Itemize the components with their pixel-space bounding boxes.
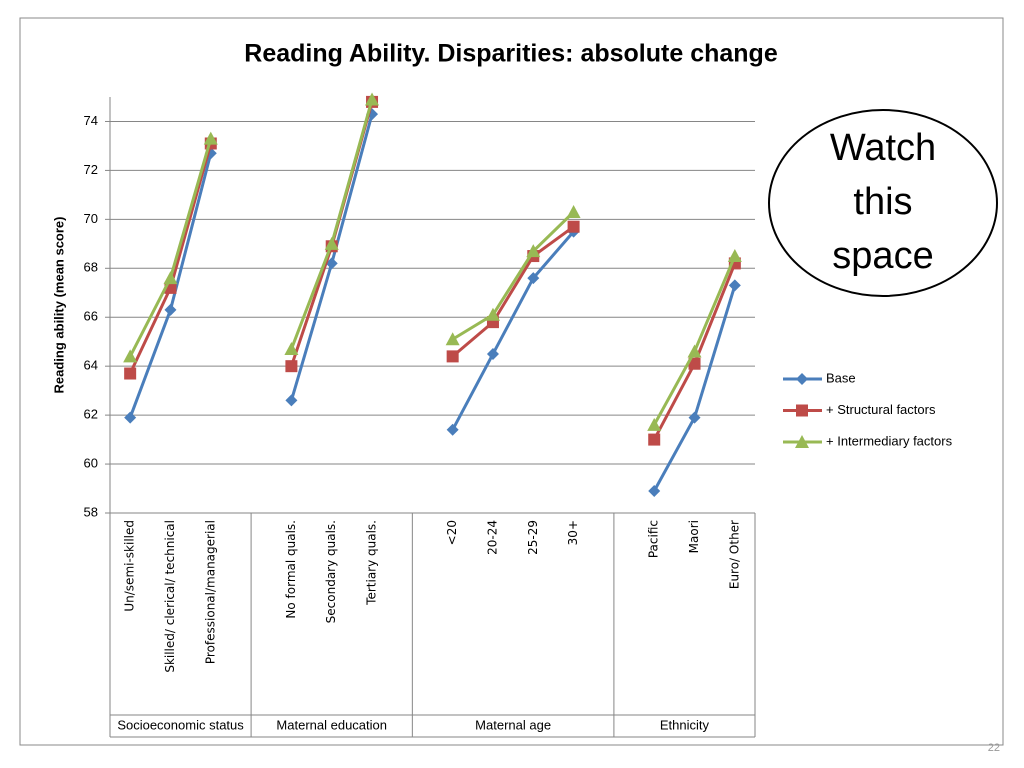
group-label: Maternal education — [276, 717, 387, 732]
data-point — [164, 303, 177, 316]
data-point — [446, 423, 459, 436]
data-point — [567, 220, 580, 233]
data-point — [527, 272, 540, 285]
y-tick-label: 72 — [84, 162, 98, 177]
data-point — [688, 357, 701, 370]
data-point — [727, 249, 742, 263]
x-tick-label: Maori — [687, 520, 701, 553]
data-point — [485, 307, 500, 321]
data-point — [648, 433, 661, 446]
x-tick-label: Euro/ Other — [727, 520, 741, 589]
data-point — [486, 347, 499, 360]
x-tick-label: 25-29 — [526, 520, 540, 555]
y-tick-label: 62 — [84, 407, 98, 422]
data-point — [365, 92, 380, 106]
annotation-ellipse — [768, 109, 998, 297]
y-axis-label: Reading ability (mean score) — [51, 217, 66, 394]
legend-label: + Structural factors — [826, 402, 936, 417]
data-point — [163, 271, 178, 285]
data-point — [445, 332, 460, 346]
x-tick-label: 20-24 — [485, 520, 499, 555]
data-point — [284, 342, 299, 356]
annotation: Watch — [830, 127, 936, 169]
x-tick-label: <20 — [445, 520, 459, 545]
y-tick-label: 66 — [84, 309, 98, 324]
legend-marker — [796, 404, 808, 417]
data-point — [647, 417, 662, 431]
data-point — [728, 279, 741, 292]
x-tick-label: Secondary quals. — [324, 520, 338, 623]
data-point — [203, 131, 218, 145]
annotation: space — [832, 235, 933, 277]
legend-marker — [796, 373, 808, 385]
data-point — [285, 394, 298, 407]
data-point — [124, 367, 137, 380]
y-tick-label: 64 — [84, 358, 98, 373]
page-number: 22 — [988, 742, 1000, 754]
data-point — [324, 236, 339, 250]
legend-label: + Intermediary factors — [826, 433, 953, 448]
data-point — [648, 484, 661, 497]
data-point — [688, 411, 701, 424]
legend-marker — [795, 435, 809, 448]
data-point — [566, 205, 581, 219]
data-point — [285, 360, 298, 373]
chart-title: Reading Ability. Disparities: absolute c… — [244, 40, 778, 68]
x-tick-label: 30+ — [566, 520, 580, 545]
data-point — [123, 349, 138, 363]
x-tick-label: Professional/managerial — [203, 520, 217, 664]
y-tick-label: 60 — [84, 455, 98, 470]
data-point — [446, 350, 459, 363]
x-tick-label: Skilled/ clerical/ technical — [163, 520, 177, 673]
x-tick-label: Tertiary quals. — [365, 520, 379, 606]
data-point — [526, 244, 541, 258]
y-tick-label: 74 — [84, 113, 98, 128]
y-tick-label: 58 — [84, 504, 98, 519]
data-point — [325, 257, 338, 270]
group-label: Ethnicity — [660, 717, 710, 732]
group-label: Maternal age — [475, 717, 551, 732]
y-tick-label: 68 — [84, 260, 98, 275]
group-label: Socioeconomic status — [117, 717, 244, 732]
annotation: this — [853, 181, 912, 223]
x-tick-label: No formal quals. — [284, 520, 298, 619]
legend-label: Base — [826, 370, 856, 385]
x-tick-label: Pacific — [647, 520, 661, 558]
y-tick-label: 70 — [84, 211, 98, 226]
x-tick-label: Un/semi-skilled — [123, 520, 137, 612]
data-point — [687, 344, 702, 358]
data-point — [124, 411, 137, 424]
